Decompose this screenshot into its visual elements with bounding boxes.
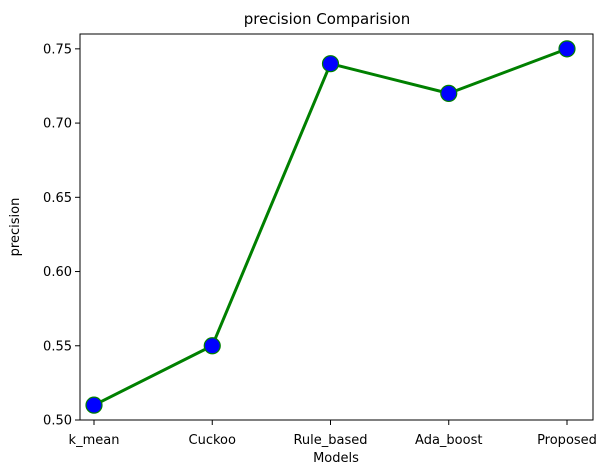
data-point (558, 40, 576, 58)
x-tick-label: Ada_boost (415, 433, 482, 448)
x-axis-ticks: k_mean Cuckoo Rule_based Ada_boost Proposed (69, 420, 597, 448)
data-point (440, 84, 458, 102)
y-tick-label: 0.65 (43, 191, 72, 206)
data-point (203, 337, 221, 355)
plot-layer (85, 40, 576, 414)
y-tick-label: 0.75 (43, 42, 72, 57)
y-tick-label: 0.50 (43, 414, 72, 429)
y-axis-ticks: 0.50 0.55 0.60 0.65 0.70 0.75 (43, 42, 80, 429)
data-point (85, 396, 103, 414)
x-tick-label: Cuckoo (189, 433, 236, 448)
x-tick-label: Rule_based (293, 433, 367, 448)
x-axis-label: Models (313, 451, 359, 465)
y-tick-label: 0.70 (43, 117, 72, 132)
x-tick-label: k_mean (69, 433, 120, 448)
plot-frame (79, 33, 594, 421)
data-point (321, 55, 340, 73)
y-tick-label: 0.60 (43, 265, 72, 280)
y-tick-label: 0.55 (43, 339, 72, 354)
chart-title: precision Comparision (244, 10, 410, 28)
x-tick-label: Proposed (537, 433, 597, 448)
y-axis-label: precision (8, 198, 23, 257)
